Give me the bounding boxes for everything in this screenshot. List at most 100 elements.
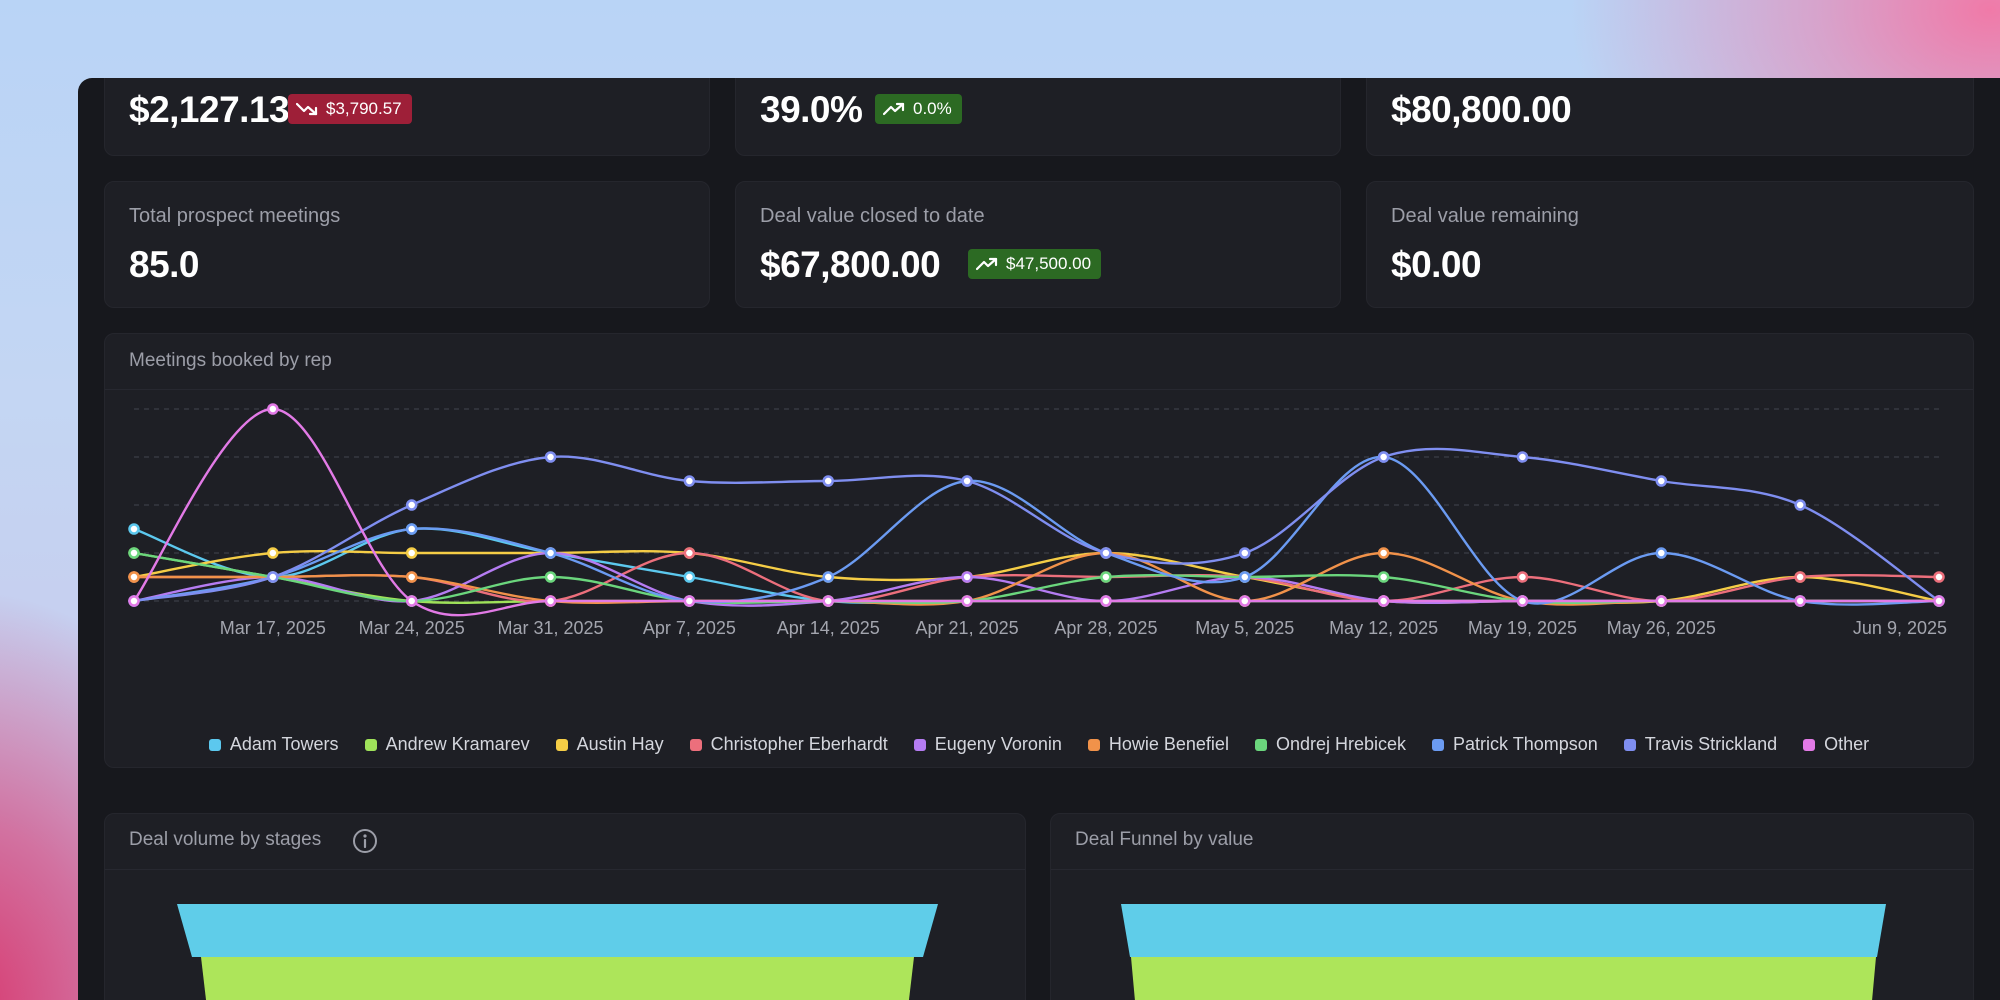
legend-swatch (1803, 738, 1816, 751)
data-point[interactable] (1794, 571, 1806, 583)
data-point[interactable] (544, 595, 557, 607)
x-tick-label: May 26, 2025 (1607, 618, 1716, 638)
x-tick-label: Apr 7, 2025 (643, 618, 736, 638)
change-badge: 0.0% (875, 94, 962, 124)
deal-value-funnel (1121, 904, 1886, 1000)
x-tick-label: Apr 14, 2025 (777, 618, 880, 638)
data-point[interactable] (267, 403, 279, 415)
trend-up-icon (976, 257, 998, 271)
data-point[interactable] (1655, 595, 1668, 607)
data-point[interactable] (128, 571, 140, 583)
data-point[interactable] (405, 547, 418, 559)
badge-text: $47,500.00 (1006, 254, 1092, 273)
deal-funnel-title: Deal Funnel by value (1075, 829, 1254, 850)
data-point[interactable] (405, 499, 418, 511)
data-point[interactable] (544, 571, 557, 583)
data-point[interactable] (405, 571, 418, 583)
legend-label: Patrick Thompson (1453, 734, 1598, 754)
data-point[interactable] (1239, 547, 1251, 559)
data-point[interactable] (1239, 571, 1251, 583)
info-icon[interactable] (352, 828, 378, 854)
card-divider (105, 389, 1973, 390)
legend-swatch (364, 738, 377, 751)
stat-label: Deal value remaining (1391, 205, 1579, 227)
data-point[interactable] (961, 595, 973, 607)
data-point[interactable] (1516, 595, 1529, 607)
legend-label: Other (1824, 734, 1870, 754)
legend-swatch (1087, 738, 1100, 751)
trend-up-icon (883, 102, 905, 116)
data-point[interactable] (1100, 571, 1112, 583)
series-line-4 (133, 551, 1939, 607)
data-point[interactable] (544, 547, 557, 559)
data-point[interactable] (822, 475, 834, 487)
x-tick-label: Jun 9, 2025 (1853, 618, 1947, 638)
data-point[interactable] (1933, 571, 1945, 583)
legend-label: Howie Benefiel (1108, 734, 1229, 754)
series-line-9 (133, 407, 1939, 617)
legend-item[interactable]: Travis Strickland (1623, 734, 1778, 755)
data-point[interactable] (683, 595, 696, 607)
legend-item[interactable]: Andrew Kramarev (364, 734, 530, 755)
data-point[interactable] (1377, 547, 1390, 559)
legend-item[interactable]: Austin Hay (555, 734, 664, 755)
data-point[interactable] (1655, 547, 1668, 559)
data-point[interactable] (1655, 475, 1668, 487)
data-point[interactable] (267, 571, 279, 583)
data-point[interactable] (1516, 451, 1529, 463)
deal-funnel-card: Deal Funnel by value (1050, 813, 1974, 1000)
data-point[interactable] (961, 571, 973, 583)
legend-item[interactable]: Christopher Eberhardt (689, 734, 888, 755)
x-tick-label: Mar 24, 2025 (359, 618, 465, 638)
data-point[interactable] (1794, 499, 1806, 511)
data-point[interactable] (1239, 595, 1251, 607)
stat-value: $67,800.00 (760, 244, 941, 285)
data-point[interactable] (128, 547, 140, 559)
legend-item[interactable]: Patrick Thompson (1432, 734, 1598, 755)
data-point[interactable] (822, 571, 834, 583)
legend-item[interactable]: Adam Towers (208, 734, 339, 755)
data-point[interactable] (128, 595, 140, 607)
data-point[interactable] (683, 547, 696, 559)
legend-swatch (689, 738, 702, 751)
data-point[interactable] (1377, 571, 1390, 583)
stat-label: Deal value closed to date (760, 205, 985, 227)
series-line-8 (133, 447, 1940, 603)
data-point[interactable] (405, 523, 418, 535)
legend-label: Christopher Eberhardt (710, 734, 888, 754)
x-tick-label: Apr 28, 2025 (1054, 618, 1157, 638)
badge-text: 0.0% (913, 99, 952, 118)
stat-card-3: $80,800.00 (1366, 78, 1974, 156)
legend-swatch (1254, 738, 1267, 751)
stat-value: 39.0% (760, 89, 863, 130)
stat-value: $80,800.00 (1391, 89, 1572, 130)
chart-legend: Adam Towers Andrew Kramarev Austin Hay Chri… (105, 734, 1973, 755)
data-point[interactable] (1933, 595, 1945, 607)
data-point[interactable] (1100, 547, 1112, 559)
x-tick-label: May 5, 2025 (1195, 618, 1294, 638)
data-point[interactable] (544, 451, 557, 463)
data-point[interactable] (961, 475, 973, 487)
data-point[interactable] (683, 475, 696, 487)
data-point[interactable] (1516, 571, 1529, 583)
legend-item[interactable]: Howie Benefiel (1087, 734, 1229, 755)
legend-item[interactable]: Eugeny Voronin (913, 734, 1062, 755)
data-point[interactable] (1377, 595, 1390, 607)
data-point[interactable] (822, 595, 834, 607)
data-point[interactable] (1794, 595, 1806, 607)
data-point[interactable] (405, 595, 418, 607)
legend-label: Eugeny Voronin (934, 734, 1062, 754)
stat-value: 85.0 (129, 244, 200, 285)
stat-card-total-prospect-meetings: Total prospect meetings 85.0 (104, 181, 710, 308)
legend-item[interactable]: Ondrej Hrebicek (1254, 734, 1406, 755)
legend-label: Travis Strickland (1644, 734, 1778, 754)
legend-item[interactable]: Other (1803, 734, 1869, 755)
funnel-stage-2 (201, 957, 914, 1000)
data-point[interactable] (128, 523, 140, 535)
stat-card-deal-value-remaining: Deal value remaining $0.00 (1366, 181, 1974, 308)
data-point[interactable] (1100, 595, 1112, 607)
data-point[interactable] (1377, 451, 1390, 463)
meetings-line-chart: Mar 17, 2025 Mar 24, 2025 Mar 31, 2025 Apr … (128, 403, 1947, 638)
data-point[interactable] (683, 571, 696, 583)
data-point[interactable] (267, 547, 279, 559)
